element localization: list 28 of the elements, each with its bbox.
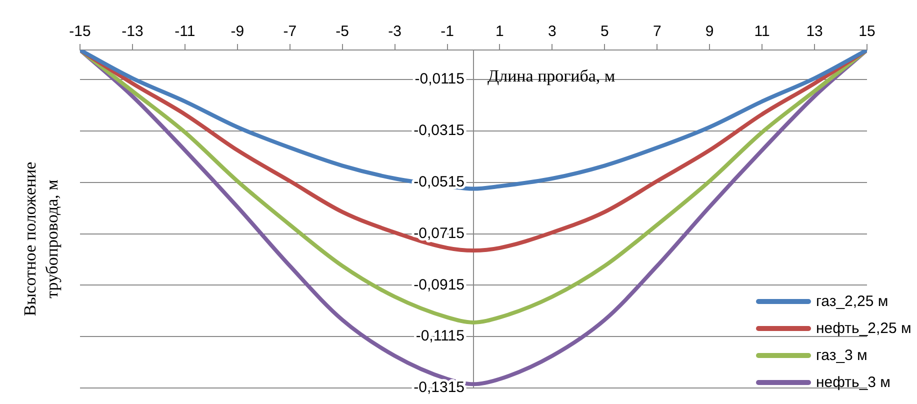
y-tick-label: -0,1315	[414, 379, 464, 396]
x-tick-label: -7	[283, 23, 297, 40]
x-tick-label: -9	[230, 23, 244, 40]
x-tick-label: 3	[548, 23, 556, 40]
x-tick-label: -13	[122, 23, 144, 40]
x-tick-label: -5	[336, 23, 350, 40]
x-axis-title: Длина прогиба, м	[488, 66, 616, 86]
x-tick-label: 15	[858, 23, 876, 40]
x-tick-label: 1	[496, 23, 504, 40]
y-tick-label: -0,1115	[416, 328, 464, 345]
y-axis-title: Высотное положение трубопровода, м	[20, 162, 62, 316]
x-tick-label: 5	[600, 23, 609, 40]
x-tick-label: -15	[69, 23, 91, 40]
x-tick-label: 7	[652, 23, 662, 40]
x-tick-label: -1	[440, 23, 454, 40]
x-tick-label: -11	[174, 23, 196, 40]
legend-label: нефть_3 м	[816, 374, 890, 391]
y-tick-label: -0,0715	[414, 224, 464, 242]
legend-label: нефть_2,25 м	[816, 320, 912, 337]
y-tick-label: -0,0915	[414, 276, 464, 294]
x-tick-label: 13	[806, 23, 823, 40]
y-tick-label: -0,0315	[414, 122, 464, 140]
x-tick-label: 9	[705, 23, 714, 40]
x-tick-label: -3	[388, 23, 402, 40]
x-tick-label: 11	[754, 23, 770, 40]
y-tick-label: -0,0115	[414, 70, 464, 88]
legend-label: газ_3 м	[816, 347, 868, 364]
legend-label: газ_2,25 м	[816, 293, 888, 310]
